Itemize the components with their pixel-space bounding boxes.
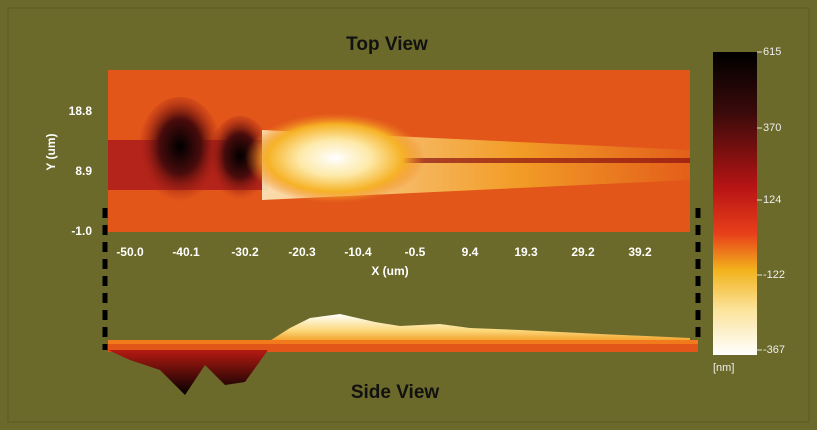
colorbar-unit: [nm]: [713, 362, 734, 374]
x-tick-label: -30.2: [231, 245, 259, 259]
y-tick-label: 8.9: [75, 164, 92, 178]
x-tick-label: 29.2: [571, 245, 595, 259]
x-tick-label: 19.3: [514, 245, 538, 259]
x-tick-label: 39.2: [628, 245, 652, 259]
side-view-title: Side View: [351, 382, 440, 403]
x-tick-label: -10.4: [344, 245, 372, 259]
x-axis-label: X (um): [371, 264, 408, 278]
colorbar-tick-label: 124: [763, 194, 781, 206]
x-tick-label: -0.5: [405, 245, 426, 259]
top-view-title: Top View: [346, 34, 428, 55]
x-tick-label: -50.0: [116, 245, 144, 259]
colorbar-tick-label: 370: [763, 122, 781, 134]
colorbar-tick-label: -122: [763, 269, 785, 281]
y-axis-label: Y (um): [44, 133, 58, 170]
x-tick-label: 9.4: [462, 245, 479, 259]
colorbar: [713, 52, 757, 355]
x-tick-label: -20.3: [288, 245, 316, 259]
x-tick-label: -40.1: [172, 245, 200, 259]
colorbar-tick-label: 615: [763, 46, 781, 58]
y-tick-label: 18.8: [69, 104, 93, 118]
colorbar-tick-label: -367: [763, 344, 785, 356]
top-view-image: [108, 70, 690, 232]
figure: Top View Side View Y (um) X (um) [nm] 18…: [0, 0, 817, 430]
y-tick-label: -1.0: [71, 224, 92, 238]
